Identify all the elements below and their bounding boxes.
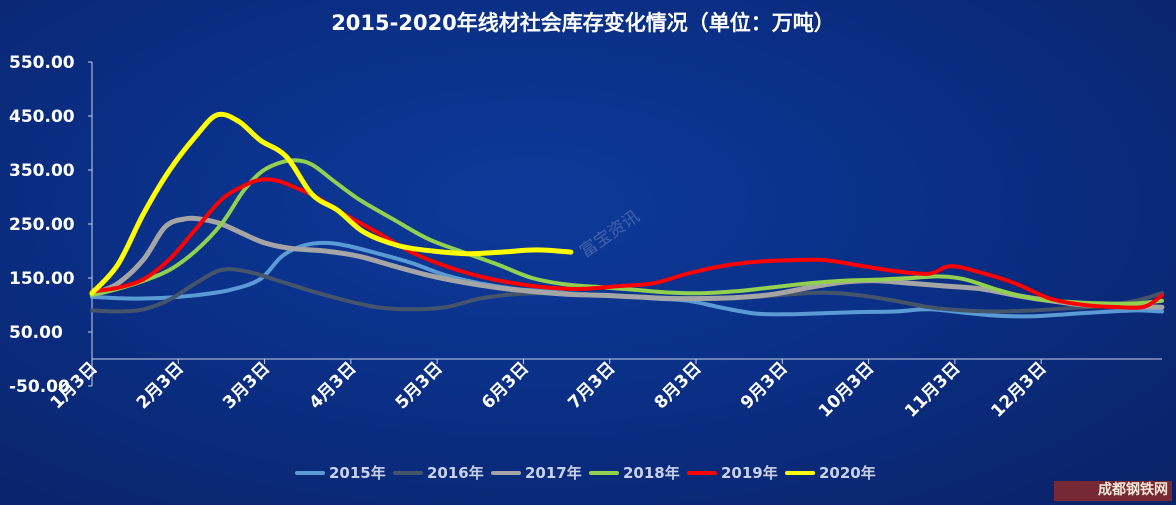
y-tick-label: 150.00 [9,269,75,289]
x-tick-label: 4月3日 [305,358,360,413]
x-axis-ticks: 1月3日 2月3日 3月3日 4月3日 5月3日 6月3日 7月3日 8月3日 9月3日 10月3… [47,358,1051,421]
x-tick-label: 2月3日 [133,358,188,413]
site-logo-badge [1054,481,1172,501]
legend-label: 2019年 [721,464,778,482]
x-tick-label: 10月3日 [815,358,878,421]
series-line-2020年 [89,111,574,296]
series-line-2018年 [90,158,1164,306]
series-line-2017年 [89,215,1165,310]
y-tick-label: 350.00 [9,161,75,181]
chart-title: 2015-2020年线材社会库存变化情况（单位：万吨） [331,11,835,35]
legend-label: 2015年 [329,464,386,482]
series-lines [89,111,1165,319]
legend-label: 2020年 [819,464,876,482]
y-tick-label: 450.00 [9,107,75,127]
x-tick-label: 7月3日 [564,358,619,413]
x-tick-label: 11月3日 [901,358,964,421]
y-tick-label: 250.00 [9,215,75,235]
site-logo-text: 成都钢铁网 [1098,482,1168,498]
x-tick-label: 12月3日 [987,358,1050,421]
y-tick-label: 550.00 [9,53,75,73]
legend-label: 2017年 [525,464,582,482]
series-line-2019年 [90,177,1164,310]
x-tick-label: 5月3日 [392,358,447,413]
y-axis-ticks: 550.00 450.00 350.00 250.00 150.00 50.00 -50.0… [9,53,92,397]
watermark-text: 富宝资讯 [576,207,643,262]
x-tick-label: 3月3日 [219,358,274,413]
legend: 2015年 2016年 2017年 2018年 2019年 2020年 [295,464,876,482]
y-tick-label: 50.00 [9,323,63,343]
x-tick-label: 8月3日 [651,358,706,413]
y-tick-label: -50.00 [9,377,70,397]
x-tick-label: 9月3日 [737,358,792,413]
legend-label: 2018年 [623,464,680,482]
legend-label: 2016年 [427,464,484,482]
x-tick-label: 6月3日 [478,358,533,413]
